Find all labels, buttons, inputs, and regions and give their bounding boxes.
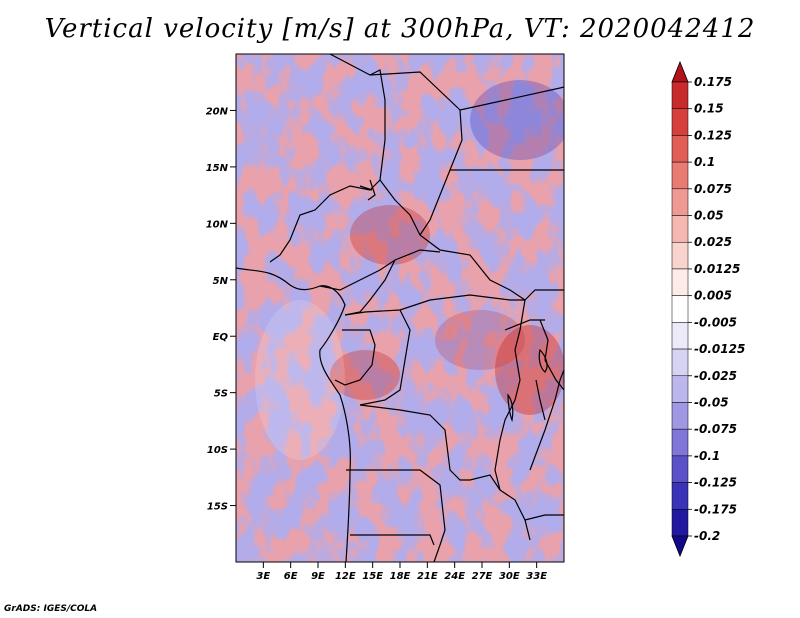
longitude-axis: 3E 6E 9E 12E 15E 18E 21E 24E 27E 30E 33E [256,562,547,582]
colorbar-label: 0.025 [694,235,732,249]
colorbar-label: 0.1 [694,155,715,169]
colorbar-label: -0.05 [694,395,729,409]
lat-tick-label: 15S [207,502,228,513]
colorbar-swatch [671,81,689,109]
colorbar-label: -0.005 [694,315,737,329]
colorbar-label: -0.025 [694,369,737,383]
colorbar: 0.175 0.15 0.125 0.1 0.075 0.05 0.025 0.0125 0.0… [671,60,745,558]
colorbar-swatch [671,108,689,136]
colorbar-label: 0.175 [694,75,732,89]
lon-tick-label: 18E [390,571,411,582]
colorbar-swatch-top [671,60,689,83]
lat-tick-label: 5S [214,389,228,400]
colorbar-label: -0.125 [694,476,737,490]
colorbar-label: 0.05 [694,209,724,223]
lon-tick-label: 24E [444,571,465,582]
colorbar-swatch [671,241,689,270]
colorbar-swatch [671,135,689,163]
lon-tick-label: 33E [526,571,547,582]
vertical-velocity-field [236,54,564,562]
colorbar-swatch [671,215,689,243]
colorbar-swatch [671,509,689,537]
colorbar-swatch [671,402,689,430]
colorbar-label: 0.15 [694,102,724,116]
lon-tick-label: 15E [362,571,383,582]
colorbar-label: -0.175 [694,502,737,516]
colorbar-swatch [671,295,689,323]
colorbar-swatch [671,188,689,216]
colorbar-swatch [671,455,689,483]
colorbar-swatch-bottom [671,535,689,558]
colorbar-swatch [671,268,689,296]
colorbar-label: 0.0125 [694,262,740,276]
colorbar-label: 0.125 [694,128,732,142]
colorbar-swatch [671,161,689,190]
lon-tick-label: 3E [256,571,270,582]
colorbar-label: -0.2 [694,529,720,543]
latitude-axis: 20N 15N 10N 5N EQ 5S 10S 15S [206,106,236,513]
lat-tick-label: EQ [213,332,229,343]
lat-tick-label: 10N [206,219,229,230]
lat-tick-label: 20N [206,106,229,117]
lon-tick-label: 9E [311,571,325,582]
colorbar-swatch [671,322,689,350]
lat-tick-label: 10S [207,445,228,456]
lon-tick-label: 6E [284,571,298,582]
lat-tick-label: 15N [206,163,229,174]
colorbar-swatch [671,482,689,510]
lon-tick-label: 30E [499,571,520,582]
colorbar-swatch [671,375,689,403]
colorbar-label: -0.0125 [694,342,745,356]
lon-tick-label: 21E [417,571,438,582]
colorbar-label: -0.1 [694,449,720,463]
colorbar-label: -0.075 [694,422,737,436]
chart-title: Vertical velocity [m/s] at 300hPa, VT: 2… [44,14,756,44]
lon-tick-label: 12E [335,571,356,582]
colorbar-label: 0.075 [694,182,732,196]
lon-tick-label: 27E [472,571,493,582]
country-borders [236,54,564,562]
lat-tick-label: 5N [213,276,229,287]
colorbar-label: 0.005 [694,289,732,303]
grads-credit: GrADS: IGES/COLA [4,604,98,614]
colorbar-swatch [671,348,689,377]
colorbar-swatch [671,428,689,457]
